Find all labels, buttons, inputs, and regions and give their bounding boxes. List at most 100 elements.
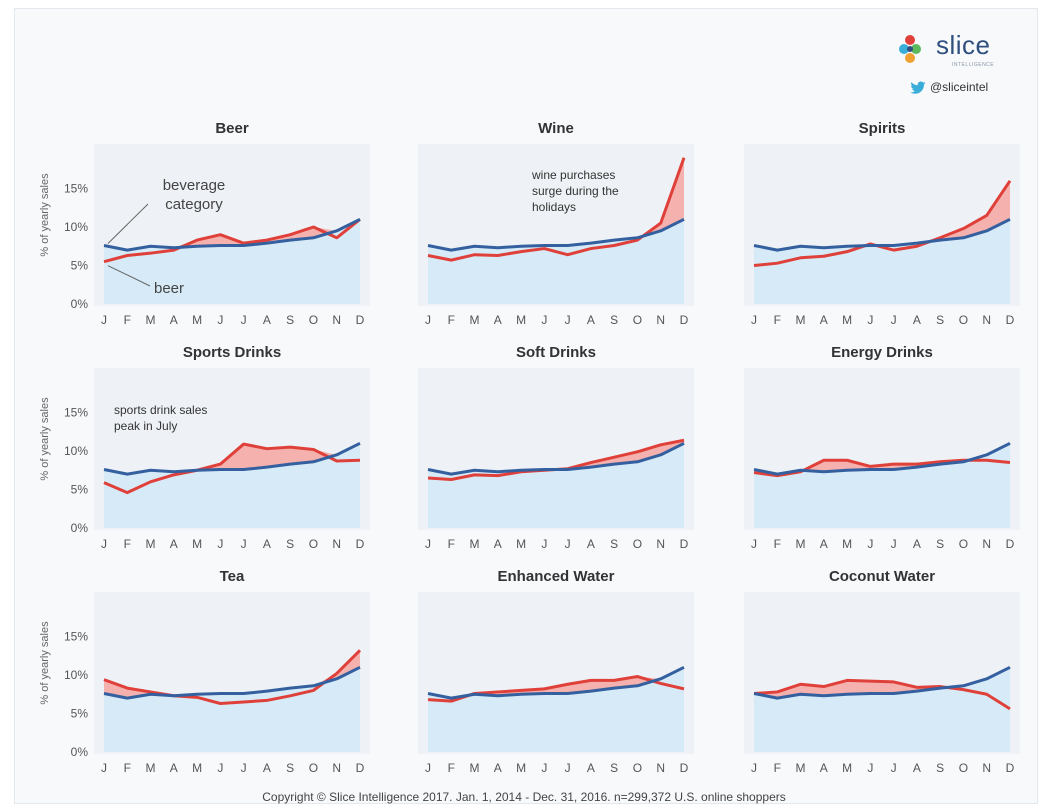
month-tick-label: D: [356, 537, 365, 551]
month-tick-label: M: [796, 537, 806, 551]
panel-title: Energy Drinks: [831, 344, 933, 361]
month-tick-label: F: [774, 537, 781, 551]
area-below: [754, 688, 1010, 752]
area-below-category: [104, 667, 360, 704]
month-tick-label: F: [448, 313, 455, 327]
month-tick-label: N: [982, 313, 991, 327]
month-tick-label: A: [820, 313, 828, 327]
slice-logo-icon: [899, 35, 921, 63]
month-tick-label: D: [680, 761, 689, 775]
month-tick-label: N: [332, 537, 341, 551]
area-below: [428, 683, 684, 752]
month-tick-label: O: [633, 761, 642, 775]
month-tick-label: J: [217, 537, 223, 551]
panel-title: Sports Drinks: [183, 344, 281, 361]
series-line-category: [427, 665, 685, 700]
month-tick-label: N: [332, 313, 341, 327]
y-axis-label: % of yearly sales: [39, 397, 51, 481]
area-below: [104, 667, 360, 752]
month-tick-label: D: [1006, 761, 1015, 775]
y-tick-label: 5%: [71, 259, 89, 273]
month-tick-label: J: [891, 313, 897, 327]
month-tick-label: M: [842, 537, 852, 551]
month-tick-label: J: [101, 537, 107, 551]
panel-title: Coconut Water: [829, 568, 935, 585]
month-tick-label: N: [656, 313, 665, 327]
month-tick-label: M: [470, 761, 480, 775]
area-above-category: [754, 443, 1010, 475]
panel-title: Beer: [215, 120, 249, 137]
y-tick-label: 0%: [71, 745, 89, 759]
month-tick-label: F: [774, 761, 781, 775]
month-tick-label: O: [633, 537, 642, 551]
y-tick-label: 0%: [71, 521, 89, 535]
y-tick-label: 10%: [64, 444, 88, 458]
month-tick-label: D: [680, 537, 689, 551]
month-tick-label: M: [796, 761, 806, 775]
annotation-leader-beer: [107, 265, 151, 287]
month-tick-label: M: [146, 313, 156, 327]
month-tick-label: A: [494, 537, 502, 551]
month-tick-label: M: [470, 313, 480, 327]
series-line-category: [753, 665, 1011, 700]
month-tick-label: J: [425, 761, 431, 775]
month-tick-label: N: [656, 761, 665, 775]
month-tick-label: F: [124, 537, 131, 551]
month-tick-label: O: [959, 537, 968, 551]
area-below: [754, 460, 1010, 528]
panel-title: Spirits: [859, 120, 906, 137]
series-line-item: [103, 649, 362, 705]
month-tick-label: M: [470, 537, 480, 551]
panel-title: Wine: [538, 120, 574, 137]
month-tick-label: J: [217, 313, 223, 327]
month-tick-label: A: [263, 537, 271, 551]
month-tick-label: A: [494, 761, 502, 775]
series-line-item: [103, 218, 361, 264]
y-tick-label: 5%: [71, 707, 89, 721]
month-tick-label: J: [891, 537, 897, 551]
month-tick-label: F: [124, 761, 131, 775]
month-tick-label: O: [309, 313, 318, 327]
y-axis-label: % of yearly sales: [39, 173, 51, 257]
month-tick-label: J: [541, 761, 547, 775]
month-tick-label: J: [867, 537, 873, 551]
month-tick-label: J: [101, 313, 107, 327]
month-tick-label: S: [610, 313, 618, 327]
brand-sub: INTELLIGENCE: [952, 62, 995, 68]
month-tick-label: A: [170, 537, 178, 551]
month-tick-label: M: [192, 761, 202, 775]
area-above-category: [428, 440, 684, 475]
area-above-category: [428, 667, 684, 699]
panel-title: Enhanced Water: [498, 568, 615, 585]
area-below: [428, 219, 684, 304]
month-tick-label: M: [516, 313, 526, 327]
twitter-bird-icon: [910, 81, 926, 94]
copyright-footer: Copyright © Slice Intelligence 2017. Jan…: [262, 790, 786, 804]
month-tick-label: J: [241, 313, 247, 327]
month-tick-label: N: [332, 761, 341, 775]
month-tick-label: A: [263, 313, 271, 327]
month-tick-label: F: [774, 313, 781, 327]
series-line-item: [753, 179, 1012, 267]
series-line-category: [427, 441, 685, 476]
area-above-category: [104, 219, 360, 251]
month-tick-label: S: [610, 761, 618, 775]
month-tick-label: M: [192, 537, 202, 551]
month-tick-label: A: [820, 537, 828, 551]
panel-title: Soft Drinks: [516, 344, 596, 361]
month-tick-label: F: [448, 761, 455, 775]
month-tick-label: F: [448, 537, 455, 551]
month-tick-label: S: [286, 313, 294, 327]
y-tick-label: 15%: [64, 630, 88, 644]
annotation-category: beverage category: [163, 177, 226, 213]
month-tick-label: J: [425, 537, 431, 551]
month-tick-label: J: [751, 537, 757, 551]
month-tick-label: M: [842, 761, 852, 775]
annotation-wine: wine purchases surge during the holidays: [531, 168, 619, 214]
month-tick-label: M: [796, 313, 806, 327]
month-tick-label: J: [101, 761, 107, 775]
